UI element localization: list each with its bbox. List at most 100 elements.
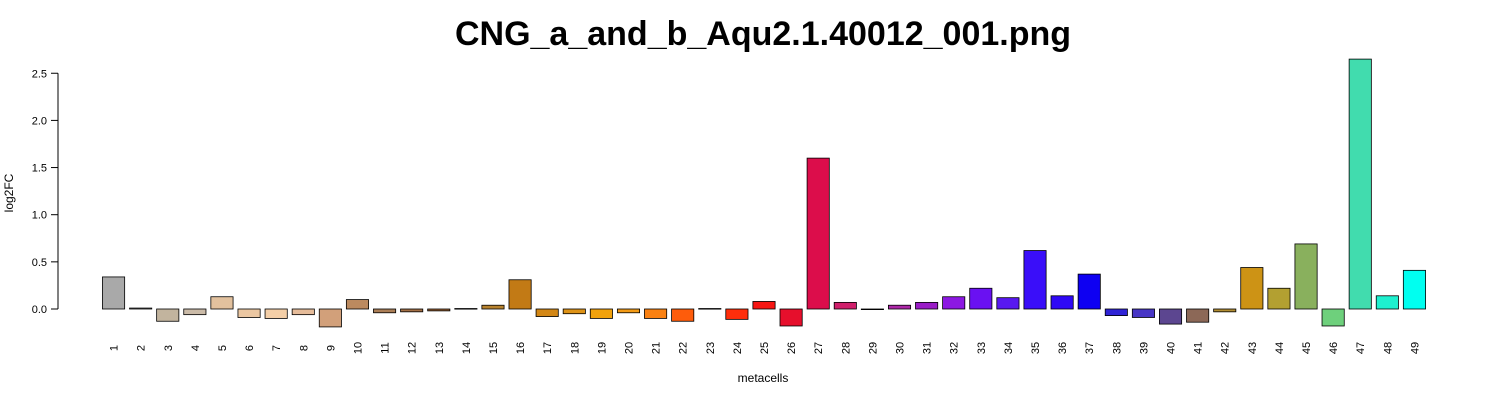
bar-metacell-20	[616, 308, 641, 314]
bar-metacell-19	[589, 308, 613, 319]
x-tick-label: 29	[867, 342, 879, 354]
y-tick-label: 2.5	[32, 68, 47, 80]
x-tick-label: 12	[407, 342, 419, 354]
x-tick-label: 31	[922, 342, 934, 354]
bar-metacell-36	[1050, 295, 1074, 310]
x-tick-label: 10	[352, 342, 364, 354]
x-tick-label: 28	[840, 342, 852, 354]
x-tick-label: 36	[1057, 342, 1069, 354]
bar-metacell-27	[806, 157, 830, 310]
bar-metacell-21	[644, 308, 668, 319]
bar-metacell-32	[942, 296, 966, 310]
x-tick-label: 38	[1111, 342, 1123, 354]
bar-metacell-47	[1348, 58, 1372, 310]
x-tick-label: 15	[488, 342, 500, 354]
y-tick-label: 2.0	[32, 115, 47, 127]
x-tick-label: 8	[298, 345, 310, 351]
bar-metacell-6	[237, 308, 261, 318]
x-tick-label: 49	[1409, 342, 1421, 354]
bar-metacell-33	[969, 287, 993, 310]
bar-metacell-38	[1104, 308, 1128, 317]
y-axis: 0.0 0.5 1.0 1.5 2.0 2.5	[32, 68, 59, 316]
bar-metacell-45	[1294, 243, 1318, 310]
x-tick-label: 7	[271, 345, 283, 351]
x-tick-label: 6	[244, 345, 256, 351]
bar-metacell-23	[698, 308, 722, 310]
y-axis-label: log2FC	[2, 173, 16, 212]
x-tick-label: 13	[434, 342, 446, 354]
y-tick-label: 0.5	[32, 257, 47, 269]
x-tick-label: 37	[1084, 342, 1096, 354]
x-tick-label: 11	[380, 342, 392, 353]
x-tick-label: 18	[569, 342, 581, 354]
x-tick-label: 25	[759, 342, 771, 354]
bar-metacell-1	[102, 276, 126, 310]
x-tick-label: 39	[1138, 342, 1150, 354]
x-tick-label: 42	[1220, 342, 1232, 354]
x-tick-label: 24	[732, 342, 744, 354]
bar-metacell-11	[373, 308, 397, 314]
bar-metacell-8	[291, 308, 315, 316]
chart-title: CNG_a_and_b_Aqu2.1.40012_001.png	[455, 15, 1071, 53]
x-tick-label: 34	[1003, 342, 1015, 354]
x-tick-label: 19	[596, 342, 608, 354]
y-tick-label: 0.0	[32, 304, 47, 316]
bar-metacell-17	[535, 308, 559, 317]
bar-metacell-5	[210, 296, 234, 310]
bar-metacell-14	[454, 308, 478, 310]
x-tick-label: 26	[786, 342, 798, 354]
bar-metacell-34	[996, 297, 1020, 310]
bar-metacell-31	[915, 301, 939, 310]
x-tick-label: 4	[190, 345, 202, 351]
x-tick-label: 20	[623, 342, 635, 354]
bar-metacell-35	[1023, 250, 1047, 310]
bar-metacell-16	[508, 279, 532, 310]
x-tick-label: 47	[1355, 342, 1367, 354]
bar-metacell-7	[264, 308, 288, 319]
x-tick-label: 41	[1193, 342, 1205, 354]
bars-group	[102, 58, 1426, 328]
bar-metacell-24	[725, 308, 749, 320]
x-tick-label: 23	[705, 342, 717, 354]
x-tick-label: 1	[109, 345, 121, 351]
bar-metacell-10	[345, 299, 369, 310]
x-tick-label: 27	[813, 342, 825, 354]
bar-metacell-44	[1267, 287, 1291, 310]
x-tick-labels: 1 2 3 4 5 6 7 8 9 10 11 12 13 14 15 16 17 18 19 20 21 22 23 24 2…	[109, 342, 1422, 354]
bar-metacell-49	[1402, 269, 1426, 310]
bar-metacell-13	[427, 308, 451, 312]
bar-metacell-25	[752, 301, 776, 310]
bar-metacell-30	[887, 304, 912, 310]
bar-metacell-12	[400, 308, 424, 313]
bar-metacell-43	[1240, 267, 1264, 310]
x-tick-label: 16	[515, 342, 527, 354]
x-tick-label: 2	[136, 345, 148, 351]
bar-metacell-9	[318, 308, 342, 328]
x-tick-label: 14	[461, 342, 473, 354]
bar-metacell-28	[833, 301, 857, 310]
bar-metacell-40	[1159, 308, 1183, 325]
bar-metacell-2	[129, 307, 153, 310]
bar-metacell-4	[183, 308, 207, 316]
bar-metacell-42	[1213, 308, 1237, 313]
bar-metacell-3	[156, 308, 180, 322]
x-tick-label: 46	[1328, 342, 1340, 354]
bar-metacell-41	[1186, 308, 1210, 323]
x-tick-label: 9	[325, 345, 337, 351]
bar-metacell-39	[1131, 308, 1155, 318]
bar-metacell-18	[562, 308, 586, 315]
bar-metacell-15	[481, 304, 505, 310]
bar-metacell-26	[779, 308, 803, 327]
bar-metacell-22	[671, 308, 695, 322]
x-tick-label: 35	[1030, 342, 1042, 354]
x-tick-label: 48	[1382, 342, 1394, 354]
x-tick-label: 3	[163, 345, 175, 351]
x-tick-label: 21	[651, 342, 663, 354]
x-tick-label: 22	[678, 342, 690, 354]
x-axis-label: metacells	[738, 371, 789, 385]
x-tick-label: 17	[542, 342, 554, 354]
x-tick-label: 30	[895, 342, 907, 354]
x-tick-label: 40	[1166, 342, 1178, 354]
bar-metacell-29	[860, 308, 884, 311]
